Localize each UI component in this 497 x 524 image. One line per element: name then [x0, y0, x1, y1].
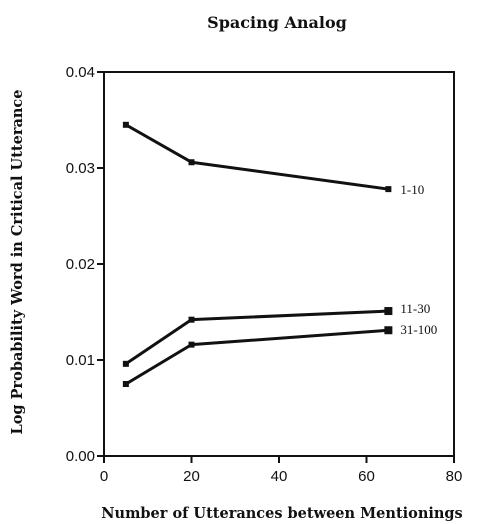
y-tick-label: 0.03 [66, 160, 95, 177]
data-point [122, 360, 129, 367]
chart-title: Spacing Analog [207, 13, 347, 32]
x-tick-label: 40 [271, 468, 288, 485]
series-31-100: 31-100 [122, 322, 437, 387]
x-tick-label: 20 [183, 468, 200, 485]
series-11-30: 11-30 [122, 301, 430, 367]
data-point [384, 307, 393, 316]
series-line [125, 123, 389, 191]
y-tick-label: 0.02 [66, 256, 95, 273]
data-point [188, 341, 195, 348]
series-label: 1-10 [400, 182, 424, 197]
y-axis: 0.00 0.01 0.02 0.03 0.04 [66, 64, 104, 465]
data-point [188, 159, 195, 166]
series-layer: 1-10 11-30 31-100 [122, 121, 437, 387]
x-axis: 0 20 40 60 80 [100, 456, 463, 485]
y-axis-label: Log Probability Word in Critical Utteran… [9, 90, 26, 435]
x-tick-label: 0 [100, 468, 108, 485]
y-tick-label: 0.04 [66, 64, 95, 81]
plot-frame [103, 71, 455, 457]
data-point [385, 186, 392, 193]
series-label: 11-30 [400, 301, 430, 316]
x-axis-label: Number of Utterances between Mentionings [101, 505, 462, 522]
y-tick-label: 0.00 [66, 448, 95, 465]
data-point [122, 381, 129, 387]
data-point [188, 316, 195, 323]
x-tick-label: 60 [358, 468, 375, 485]
data-point [384, 326, 393, 335]
series-label: 31-100 [400, 322, 437, 337]
y-tick-label: 0.01 [66, 352, 95, 369]
series-1-10: 1-10 [122, 121, 424, 197]
x-tick-label: 80 [446, 468, 463, 485]
data-point [122, 121, 129, 128]
series-line [125, 309, 389, 366]
